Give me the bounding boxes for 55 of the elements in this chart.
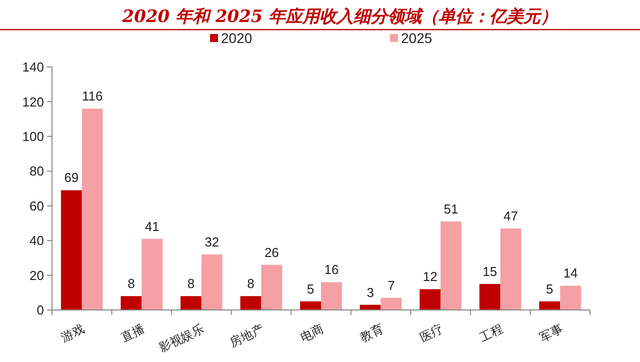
bar — [300, 301, 321, 310]
x-tick-label: 游戏 — [59, 322, 87, 344]
y-tick-label: 0 — [36, 302, 44, 318]
y-tick-label: 80 — [30, 164, 44, 179]
bar — [82, 108, 103, 310]
y-tick-label: 20 — [30, 268, 44, 283]
legend-label: 2025 — [401, 30, 432, 46]
data-label: 15 — [482, 264, 498, 279]
bar — [201, 254, 222, 310]
data-label: 116 — [82, 88, 103, 104]
bar — [380, 298, 402, 310]
bar — [321, 282, 342, 310]
x-tick-label: 医疗 — [418, 322, 446, 344]
bar — [261, 264, 282, 310]
data-label: 12 — [422, 269, 438, 284]
data-label: 14 — [563, 266, 578, 281]
bar — [479, 284, 500, 310]
bar — [500, 228, 522, 310]
data-label: 5 — [306, 281, 314, 296]
data-label: 69 — [64, 170, 79, 186]
data-label: 8 — [247, 276, 254, 292]
data-label: 26 — [264, 244, 279, 260]
chart-title: 2020 年和 2025 年应用收入细分领域（单位：亿美元） — [121, 6, 558, 27]
data-label: 5 — [546, 281, 554, 296]
y-tick-label: 120 — [22, 94, 44, 110]
data-label: 41 — [144, 218, 160, 234]
x-tick-label: 房地产 — [227, 322, 266, 350]
x-tick-label: 影视娱乐 — [156, 322, 206, 355]
data-label: 8 — [128, 276, 135, 292]
y-tick-label: 100 — [22, 128, 44, 144]
bar — [440, 221, 462, 310]
y-tick-label: 60 — [30, 198, 44, 214]
legend-label: 2020 — [221, 30, 252, 46]
bar — [142, 238, 163, 310]
bar — [60, 190, 82, 310]
bar — [180, 296, 202, 310]
x-tick-label: 电商 — [298, 322, 326, 344]
data-label: 32 — [204, 234, 220, 250]
data-label: 8 — [187, 276, 195, 292]
data-label: 7 — [388, 278, 395, 293]
bar — [240, 296, 262, 310]
x-tick-label: 军事 — [537, 322, 565, 344]
x-tick-label: 教育 — [358, 322, 386, 344]
y-tick-label: 40 — [30, 233, 44, 248]
y-tick-label: 140 — [22, 60, 44, 75]
bar — [560, 286, 582, 310]
bar — [539, 301, 560, 310]
x-tick-label: 直播 — [118, 322, 146, 344]
data-label: 16 — [324, 262, 339, 278]
data-label: 3 — [366, 284, 374, 300]
data-label: 47 — [504, 208, 518, 224]
bar — [120, 296, 142, 310]
bar — [420, 289, 441, 310]
data-label: 51 — [444, 201, 458, 216]
x-tick-label: 工程 — [477, 322, 506, 344]
